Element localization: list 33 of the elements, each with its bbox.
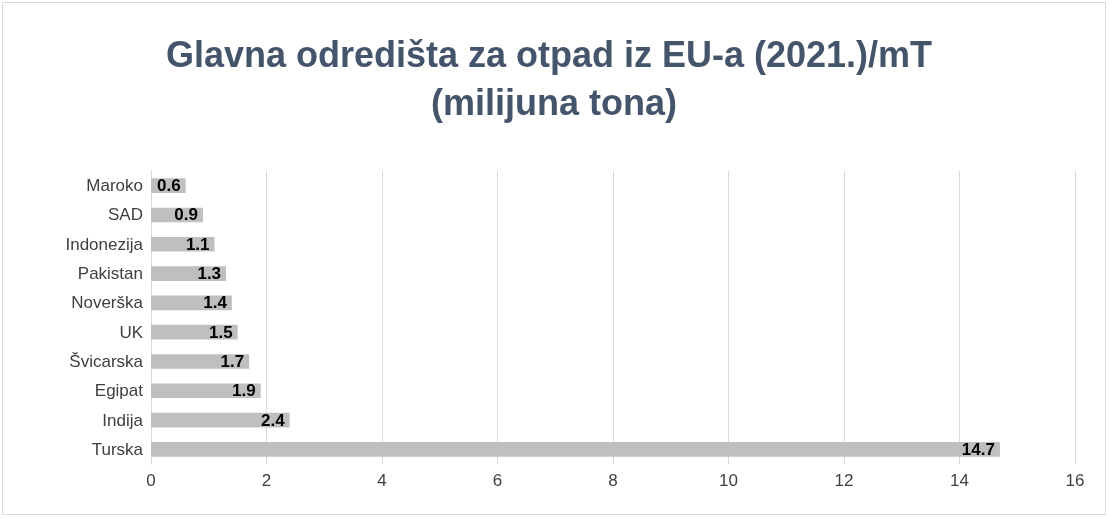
y-tick-label: Indija bbox=[102, 410, 144, 430]
data-label: 0.9 bbox=[174, 205, 198, 225]
y-tick-label: UK bbox=[119, 322, 144, 342]
x-tick-label: 0 bbox=[146, 471, 156, 490]
y-tick-label: Švicarska bbox=[69, 351, 144, 371]
x-tick-label: 6 bbox=[492, 471, 503, 490]
x-tick-label: 8 bbox=[608, 471, 618, 490]
x-tick-label: 12 bbox=[834, 471, 854, 490]
x-tick-label: 16 bbox=[1065, 471, 1085, 490]
data-label: 1.1 bbox=[185, 234, 210, 254]
chart-title: Glavna odredišta za otpad iz EU-a (2021.)/mT (milijuna tona) bbox=[165, 33, 943, 123]
bar bbox=[151, 383, 261, 399]
x-tick-label: 2 bbox=[261, 471, 272, 490]
y-tick-label: Egipat bbox=[94, 381, 144, 401]
bar bbox=[151, 354, 250, 369]
data-label: 1.5 bbox=[208, 322, 233, 342]
x-tick-label: 10 bbox=[719, 471, 738, 490]
data-label: 1.9 bbox=[232, 381, 256, 401]
y-tick-label: Pakistan bbox=[77, 264, 143, 284]
bar bbox=[151, 442, 1000, 457]
data-label: 0.6 bbox=[157, 176, 181, 196]
data-label: 1.3 bbox=[197, 264, 222, 284]
x-tick-label: 14 bbox=[950, 471, 969, 490]
y-tick-label: Indonezija bbox=[65, 234, 144, 254]
data-label: 14.7 bbox=[961, 439, 995, 459]
y-tick-label: Noverška bbox=[71, 293, 144, 313]
data-label: 1.4 bbox=[203, 293, 228, 313]
data-label: 1.7 bbox=[220, 351, 245, 371]
y-tick-label: SAD bbox=[108, 205, 143, 225]
y-tick-label: Maroko bbox=[86, 176, 143, 196]
y-tick-label: Turska bbox=[91, 439, 144, 459]
data-label: 2.4 bbox=[260, 410, 286, 430]
x-tick-label: 4 bbox=[377, 471, 387, 490]
